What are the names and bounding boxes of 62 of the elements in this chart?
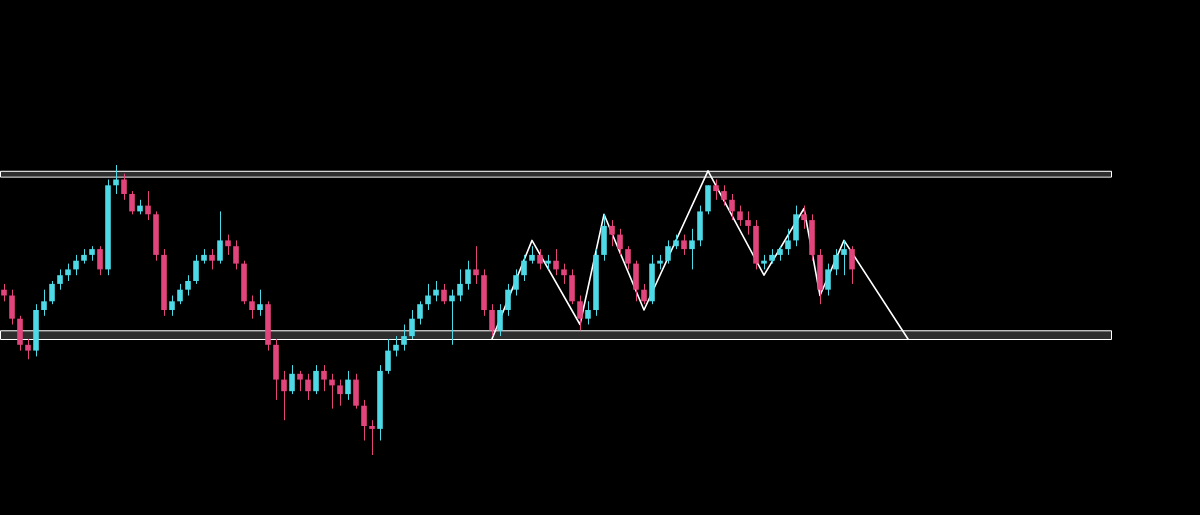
candlestick <box>801 205 807 230</box>
candlestick <box>825 263 831 296</box>
candlestick <box>753 219 759 270</box>
candlestick <box>201 248 207 265</box>
candlestick <box>257 289 263 317</box>
candlestick <box>481 268 487 317</box>
candlestick <box>417 300 423 325</box>
candlestick <box>785 228 791 256</box>
candlestick <box>473 245 479 285</box>
candlestick <box>537 248 543 270</box>
candlestick <box>657 254 663 270</box>
candlestick <box>545 254 551 270</box>
candlestick <box>321 364 327 392</box>
candlestick <box>809 213 815 262</box>
candlestick <box>401 324 407 352</box>
candlestick <box>625 245 631 270</box>
candlestick <box>297 370 303 392</box>
candlestick <box>65 263 71 282</box>
candlestick <box>25 338 31 360</box>
candlestick <box>665 239 671 265</box>
candlestick <box>697 205 703 247</box>
candlestick <box>33 303 39 357</box>
candlestick <box>273 338 279 401</box>
candlestick <box>689 228 695 270</box>
candlestick <box>721 184 727 207</box>
candlestick <box>601 213 607 262</box>
candlestick <box>681 234 687 256</box>
candlestick <box>465 260 471 291</box>
candlestick <box>673 234 679 250</box>
candlestick <box>585 300 591 325</box>
candlestick <box>185 274 191 296</box>
candlestick <box>1 283 7 302</box>
candlestick <box>57 268 63 291</box>
candlestick <box>561 263 567 285</box>
candlestick <box>737 205 743 227</box>
candlestick <box>217 210 223 265</box>
candlestick <box>337 379 343 407</box>
candlestick <box>81 248 87 265</box>
candlestick <box>393 335 399 357</box>
candlestick <box>233 239 239 270</box>
candlestick <box>817 248 823 305</box>
candlestick <box>513 268 519 296</box>
candlestick <box>89 245 95 262</box>
candlestick <box>777 245 783 262</box>
candlestick <box>153 210 159 262</box>
candlestick <box>265 300 271 352</box>
candlestick <box>369 419 375 456</box>
candlestick <box>41 289 47 317</box>
candlestick <box>225 234 231 256</box>
candlestick <box>433 280 439 302</box>
candlestick <box>841 239 847 276</box>
candlestick <box>169 295 175 317</box>
candlestick <box>609 219 615 247</box>
candlestick <box>745 210 751 236</box>
candlestick <box>769 248 775 265</box>
candlestick <box>713 179 719 201</box>
candlestick <box>249 295 255 320</box>
candlestick <box>761 254 767 270</box>
candlestick <box>457 268 463 302</box>
candlestick <box>209 248 215 270</box>
candlestick <box>529 245 535 265</box>
candlestick <box>577 295 583 331</box>
